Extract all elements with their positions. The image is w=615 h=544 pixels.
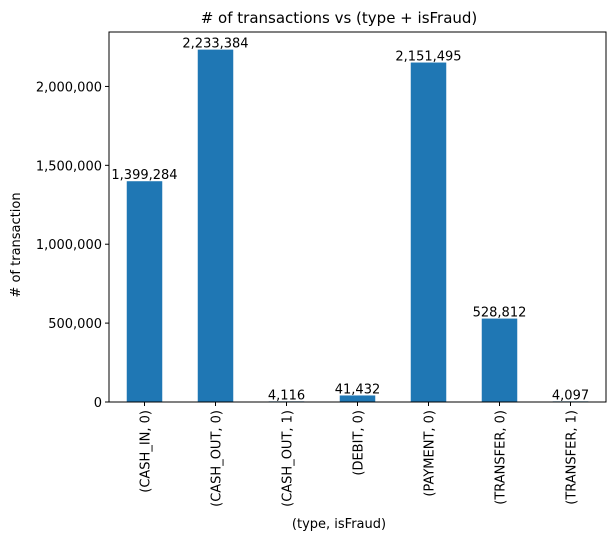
bar — [339, 395, 376, 402]
y-tick-label: 1,000,000 — [36, 238, 102, 253]
data-labels-group: 1,399,284 2,233,384 4,116 41,432 2,151,495 52… — [111, 37, 589, 404]
y-tick-label: 500,000 — [48, 317, 102, 332]
y-tick-label: 1,500,000 — [36, 159, 102, 174]
bar-value-label: 2,151,495 — [395, 50, 461, 65]
bars-group — [126, 49, 589, 403]
bar — [481, 318, 518, 402]
plot-frame — [108, 31, 607, 403]
x-axis-ticks: (CASH_IN, 0) (CASH_OUT, 0) (CASH_OUT, 1) (D… — [139, 402, 580, 507]
bar-value-label: 4,116 — [268, 388, 305, 403]
x-axis-label: (type, isFraud) — [292, 517, 386, 532]
y-axis-label: # of transaction — [9, 192, 24, 297]
bar-value-label: 1,399,284 — [111, 168, 177, 183]
bar-value-label: 41,432 — [335, 382, 381, 397]
x-tick-label: (DEBIT, 0) — [352, 410, 367, 476]
x-tick-label: (TRANSFER, 1) — [565, 410, 580, 505]
bar — [197, 49, 234, 402]
bar — [126, 181, 163, 402]
x-tick-label: (CASH_OUT, 0) — [210, 410, 225, 507]
y-tick-label: 0 — [94, 396, 102, 411]
y-axis-ticks: 0 500,000 1,000,000 1,500,000 2,000,000 — [36, 80, 109, 411]
bar — [410, 62, 447, 403]
x-tick-label: (PAYMENT, 0) — [423, 410, 438, 497]
bar-value-label: 2,233,384 — [182, 37, 248, 52]
chart-title: # of transactions vs (type + isFraud) — [201, 9, 478, 27]
x-tick-label: (CASH_OUT, 1) — [281, 410, 296, 507]
bar-value-label: 528,812 — [473, 306, 527, 321]
x-tick-label: (TRANSFER, 0) — [494, 410, 509, 505]
y-tick-label: 2,000,000 — [36, 80, 102, 95]
x-tick-label: (CASH_IN, 0) — [139, 410, 154, 493]
bar-value-label: 4,097 — [552, 388, 589, 403]
